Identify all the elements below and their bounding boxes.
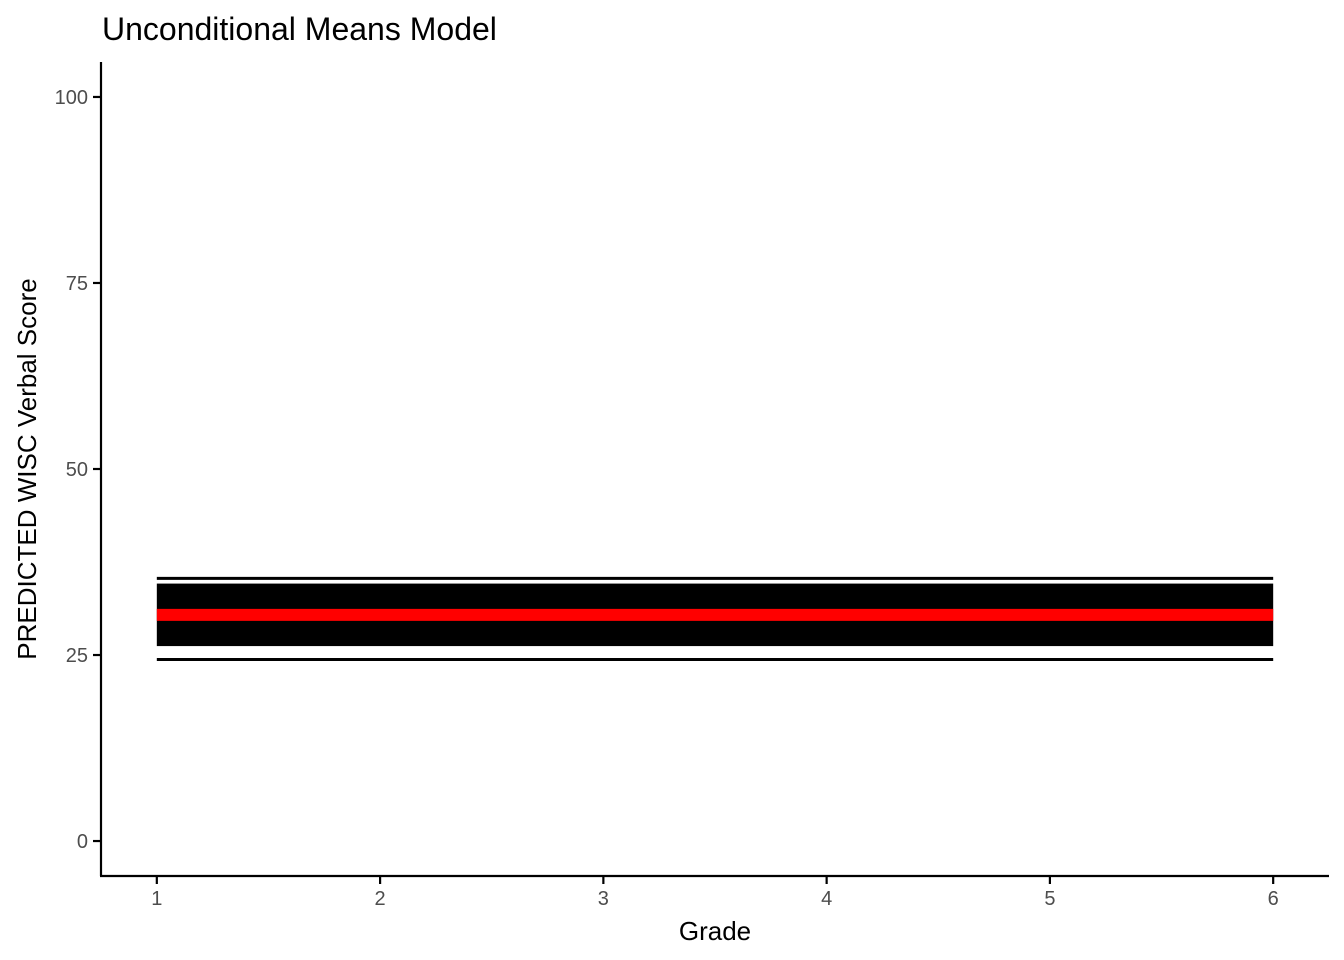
y-tick-label: 75 (66, 273, 88, 295)
y-tick-label: 100 (55, 87, 88, 109)
y-tick-label: 25 (66, 645, 88, 667)
plot-marks (156, 576, 1274, 661)
x-tick-label: 1 (151, 888, 162, 910)
y-axis-ticks: 0 25 50 75 100 (55, 87, 101, 853)
x-tick-label: 3 (598, 888, 609, 910)
y-tick-label: 50 (66, 459, 88, 481)
x-tick-label: 4 (821, 888, 832, 910)
x-axis-ticks: 1 2 3 4 5 6 (151, 876, 1279, 910)
x-tick-label: 5 (1044, 888, 1055, 910)
x-axis-title: Grade (679, 916, 751, 946)
y-tick-label: 0 (77, 831, 88, 853)
x-tick-label: 6 (1268, 888, 1279, 910)
x-tick-label: 2 (375, 888, 386, 910)
chart-title: Unconditional Means Model (102, 11, 497, 47)
y-axis-title: PREDICTED WISC Verbal Score (12, 278, 42, 659)
